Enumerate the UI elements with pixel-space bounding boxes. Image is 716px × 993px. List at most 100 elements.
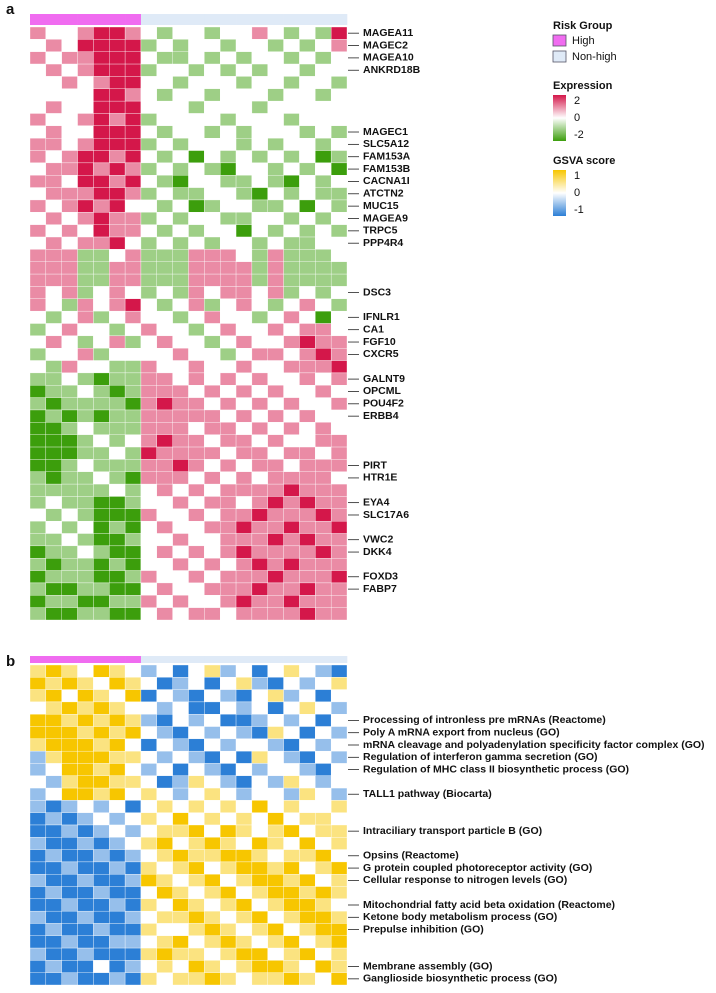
heatmap-cell — [109, 849, 126, 863]
heatmap-cell — [220, 471, 237, 485]
heatmap-cell — [140, 298, 157, 312]
heatmap-cell — [188, 570, 205, 584]
heatmap-cell — [93, 824, 110, 838]
heatmap-cell — [315, 224, 332, 238]
heatmap-cell — [204, 775, 221, 789]
heatmap-cell — [93, 898, 110, 912]
heatmap-cell — [172, 310, 189, 324]
heatmap-cell — [124, 249, 142, 262]
heatmap-cell — [204, 582, 221, 596]
heatmap-cell — [315, 385, 332, 398]
heatmap-cell — [204, 212, 221, 225]
heatmap-cell — [299, 397, 316, 411]
heatmap-cell — [61, 446, 78, 460]
heatmap-cell — [204, 483, 221, 497]
heatmap-cell — [61, 750, 78, 764]
heatmap-cell — [156, 471, 173, 485]
heatmap-cell — [156, 360, 173, 374]
heatmap-cell — [283, 837, 300, 850]
heatmap-cell — [77, 664, 94, 678]
heatmap-cell — [124, 459, 142, 472]
heatmap-cell — [188, 335, 205, 349]
heatmap-cell — [315, 199, 332, 213]
heatmap-cell — [235, 520, 253, 534]
heatmap-cell — [204, 273, 221, 287]
heatmap-cell — [124, 947, 142, 961]
heatmap-cell — [29, 100, 47, 114]
heatmap-cell — [140, 88, 157, 102]
heatmap-cell — [77, 39, 94, 52]
heatmap-cell — [109, 385, 126, 398]
heatmap-cell — [61, 199, 78, 213]
heatmap-cell — [315, 812, 332, 826]
heatmap-cell — [140, 26, 157, 40]
heatmap-cell — [109, 824, 126, 838]
heatmap-cell — [251, 335, 268, 349]
heatmap-cell — [29, 689, 47, 703]
heatmap-cell — [330, 273, 348, 287]
heatmap-cell — [251, 923, 268, 936]
heatmap-cell — [299, 910, 316, 924]
heatmap-cell — [330, 125, 348, 139]
heatmap-cell — [251, 701, 268, 715]
heatmap-cell — [315, 775, 332, 789]
heatmap-cell — [124, 714, 142, 727]
heatmap-cell — [220, 935, 237, 949]
heatmap-cell — [299, 570, 316, 584]
heatmap-cell — [220, 483, 237, 497]
heatmap-cell — [45, 298, 62, 312]
heatmap-cell — [124, 199, 142, 213]
heatmap-cell — [299, 162, 316, 176]
heatmap-cell — [267, 434, 284, 448]
heatmap-cell — [109, 26, 126, 40]
heatmap-cell — [29, 51, 47, 65]
heatmap-cell — [267, 125, 284, 139]
heatmap-cell — [109, 898, 126, 912]
heatmap-cell — [330, 595, 348, 608]
heatmap-cell — [204, 422, 221, 435]
heatmap-cell — [29, 26, 47, 40]
heatmap-cell — [299, 409, 316, 423]
heatmap-cell — [220, 861, 237, 875]
heatmap-cell — [267, 960, 284, 973]
heatmap-cell — [251, 533, 268, 547]
heatmap-cell — [315, 471, 332, 485]
heatmap-cell — [109, 348, 126, 361]
heatmap-cell — [109, 446, 126, 460]
heatmap-cell — [283, 496, 300, 509]
heatmap-cell — [220, 972, 237, 986]
heatmap-cell — [330, 100, 348, 114]
heatmap-cell — [124, 348, 142, 361]
heatmap-cell — [45, 113, 62, 127]
heatmap-cell — [188, 960, 205, 973]
heatmap-cell — [156, 898, 173, 912]
heatmap-cell — [220, 26, 237, 40]
heatmap-cell — [235, 76, 253, 89]
heatmap-cell — [220, 113, 237, 127]
heatmap-cell — [283, 385, 300, 398]
heatmap-cell — [267, 824, 284, 838]
heatmap-cell — [156, 422, 173, 435]
heatmap-cell — [93, 39, 110, 52]
heatmap-cell — [330, 385, 348, 398]
heatmap-cell — [299, 800, 316, 813]
heatmap-cell — [235, 483, 253, 497]
group-bar-cell — [267, 14, 284, 25]
heatmap-cell — [283, 960, 300, 973]
heatmap-cell — [235, 100, 253, 114]
row-label: FAM153A — [363, 151, 411, 163]
heatmap-cell — [299, 935, 316, 949]
heatmap-cell — [109, 664, 126, 678]
heatmap-cell — [330, 800, 348, 813]
heatmap-cell — [220, 738, 237, 752]
heatmap-cell — [77, 910, 94, 924]
heatmap-cell — [156, 496, 173, 509]
heatmap-cell — [45, 63, 62, 77]
heatmap-cell — [315, 212, 332, 225]
heatmap-cell — [283, 212, 300, 225]
heatmap-cell — [330, 298, 348, 312]
heatmap-cell — [45, 861, 62, 875]
heatmap-cell — [140, 199, 157, 213]
heatmap-cell — [61, 898, 78, 912]
heatmap-cell — [93, 63, 110, 77]
